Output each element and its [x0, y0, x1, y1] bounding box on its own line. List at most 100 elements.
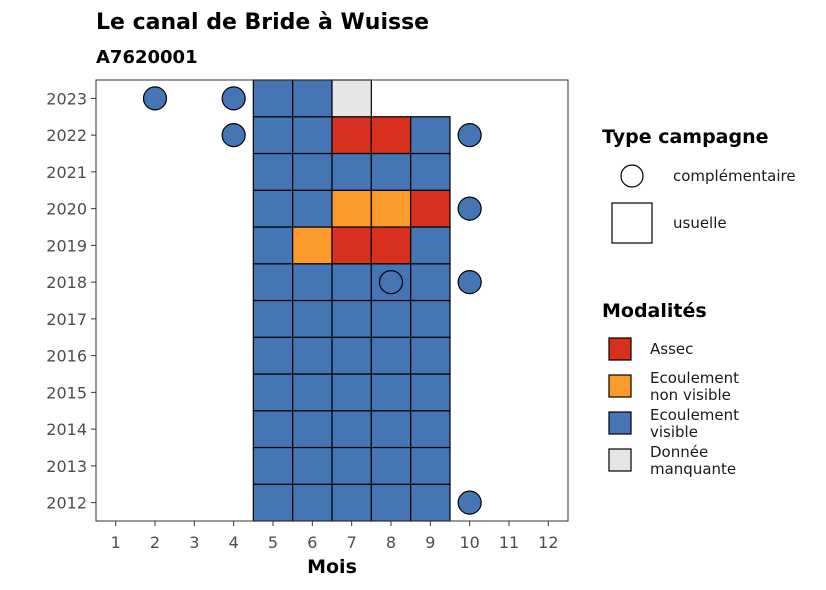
point-2022-10: [457, 123, 482, 148]
point-2012-10: [457, 490, 482, 515]
y-tick-label: 2012: [46, 494, 87, 513]
tile-2016-7: [331, 336, 372, 375]
tile-2020-5: [252, 189, 294, 228]
point-2018-10: [457, 270, 482, 295]
x-tick-label: 5: [268, 533, 278, 552]
tile-2015-6: [292, 373, 333, 412]
tile-2012-7: [331, 483, 372, 522]
x-tick-label: 10: [459, 533, 479, 552]
y-tick-label: 2020: [46, 200, 87, 219]
x-tick-label: 6: [307, 533, 317, 552]
y-tick-label: 2022: [46, 126, 87, 145]
x-tick-label: 12: [538, 533, 558, 552]
tile-2022-7: [331, 116, 372, 155]
legend-campaign-label: complémentaire: [673, 167, 796, 185]
x-axis-title: Mois: [307, 556, 357, 578]
tile-2019-6: [292, 226, 333, 265]
legend-square-key: [611, 202, 653, 244]
legend-swatch-visible: [608, 411, 632, 435]
tile-2019-5: [252, 226, 294, 265]
tile-2023-7: [331, 79, 372, 118]
legend-modality-title: Modalités: [602, 300, 707, 322]
legend-circle-key: [620, 164, 644, 188]
chart-subtitle: A7620001: [96, 47, 198, 68]
legend-campaign-type: Type campagne complémentaire usuelle: [602, 126, 796, 244]
x-tick-label: 3: [189, 533, 199, 552]
tile-2015-8: [370, 373, 412, 412]
tile-2021-9: [410, 152, 451, 191]
plot-border: [95, 79, 569, 522]
point-2020-10: [457, 196, 482, 221]
y-tick-label: 2013: [46, 457, 87, 476]
legend-campaign-label: usuelle: [673, 214, 727, 232]
tile-2023-6: [292, 79, 333, 118]
tile-2022-9: [410, 116, 451, 155]
tile-2015-7: [331, 373, 372, 412]
point-2023-2: [142, 86, 168, 111]
x-tick-label: 4: [229, 533, 239, 552]
tile-2012-6: [292, 483, 333, 522]
legend-modality-label: Ecoulement visible: [650, 406, 739, 441]
tile-2014-7: [331, 410, 372, 449]
tile-2017-7: [331, 299, 372, 338]
tile-2018-5: [252, 263, 294, 302]
x-tick-label: 8: [386, 533, 396, 552]
y-tick-label: 2017: [46, 310, 87, 329]
tile-2019-7: [331, 226, 372, 265]
tile-2014-9: [410, 410, 451, 449]
x-tick-label: 1: [111, 533, 121, 552]
chart-title: Le canal de Bride à Wuisse: [96, 10, 429, 35]
tile-2015-9: [410, 373, 451, 412]
y-tick-label: 2014: [46, 420, 87, 439]
tile-2022-6: [292, 116, 333, 155]
legend-swatch-manquante: [608, 448, 632, 472]
tile-2021-8: [370, 152, 412, 191]
tile-2020-6: [292, 189, 333, 228]
legend-modality-label: Donnée manquante: [650, 443, 736, 478]
y-tick-label: 2019: [46, 236, 87, 255]
tile-2022-8: [370, 116, 412, 155]
tile-2013-5: [252, 446, 294, 485]
point-2018-8: [378, 270, 404, 295]
tile-2016-8: [370, 336, 412, 375]
legend-campaign-title: Type campagne: [602, 126, 769, 148]
point-2023-4: [221, 86, 246, 111]
tile-2018-6: [292, 263, 333, 302]
tile-2017-8: [370, 299, 412, 338]
tile-2020-9: [410, 189, 451, 228]
legend-modality-label: Ecoulement non visible: [650, 369, 739, 404]
tile-2016-6: [292, 336, 333, 375]
tile-2013-7: [331, 446, 372, 485]
tile-2016-5: [252, 336, 294, 375]
legend-modalities: Modalités Assec Ecoulement non visibleEcou…: [602, 300, 739, 478]
tile-2013-8: [370, 446, 412, 485]
tile-2016-9: [410, 336, 451, 375]
x-tick-label: 9: [425, 533, 435, 552]
tile-2018-9: [410, 263, 451, 302]
tile-2021-6: [292, 152, 333, 191]
tile-2012-5: [252, 483, 294, 522]
x-tick-label: 11: [499, 533, 519, 552]
tile-2014-6: [292, 410, 333, 449]
tile-2017-9: [410, 299, 451, 338]
tile-2023-5: [252, 79, 294, 118]
legend-swatch-assec: [608, 337, 632, 361]
y-axis: 2012 2013 2014 2015 2016 2017 2018 2019 2020 2021…: [46, 89, 96, 513]
tile-2015-5: [252, 373, 294, 412]
tile-2022-5: [252, 116, 294, 155]
tile-2012-8: [370, 483, 412, 522]
point-2022-4: [221, 123, 246, 148]
points-layer: [142, 86, 482, 515]
tiles-layer: [252, 79, 451, 522]
y-tick-label: 2018: [46, 273, 87, 292]
tile-2017-5: [252, 299, 294, 338]
tile-2013-6: [292, 446, 333, 485]
tile-2018-7: [331, 263, 372, 302]
tile-2014-5: [252, 410, 294, 449]
tile-2020-7: [331, 189, 372, 228]
tile-2021-5: [252, 152, 294, 191]
x-tick-label: 7: [347, 533, 357, 552]
y-tick-label: 2016: [46, 347, 87, 366]
legend-swatch-non_visible: [608, 374, 632, 398]
